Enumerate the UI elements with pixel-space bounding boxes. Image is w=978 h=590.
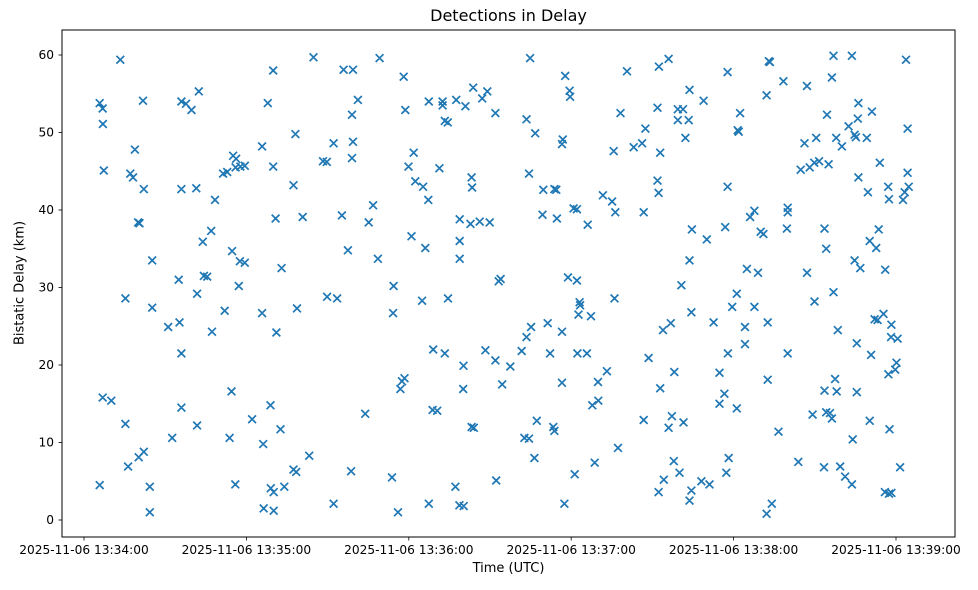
axes-frame bbox=[61, 29, 956, 538]
x-tick-label: 2025-11-06 13:38:00 bbox=[669, 543, 798, 557]
y-tick-label: 0 bbox=[46, 513, 54, 527]
y-axis-label: Bistatic Delay (km) bbox=[12, 220, 28, 346]
x-axis-label: Time (UTC) bbox=[472, 561, 545, 576]
x-tick-label: 2025-11-06 13:34:00 bbox=[19, 543, 148, 557]
scatter-points bbox=[95, 51, 914, 519]
x-tick-label: 2025-11-06 13:37:00 bbox=[506, 543, 635, 557]
y-tick-label: 40 bbox=[38, 203, 54, 217]
y-tick-label: 50 bbox=[38, 126, 54, 140]
x-tick-label: 2025-11-06 13:39:00 bbox=[831, 543, 960, 557]
x-tick-label: 2025-11-06 13:36:00 bbox=[344, 543, 473, 557]
y-tick-label: 60 bbox=[38, 48, 54, 62]
y-tick-label: 20 bbox=[38, 358, 54, 372]
x-tick-label: 2025-11-06 13:35:00 bbox=[182, 543, 311, 557]
y-tick-label: 10 bbox=[38, 436, 54, 450]
x-axis-ticks: 2025-11-06 13:34:00 2025-11-06 13:35:00 20… bbox=[19, 537, 961, 557]
chart-title: Detections in Delay bbox=[430, 6, 587, 25]
y-axis-ticks: 0 10 20 30 40 50 60 bbox=[38, 48, 62, 527]
y-tick-label: 30 bbox=[38, 281, 54, 295]
